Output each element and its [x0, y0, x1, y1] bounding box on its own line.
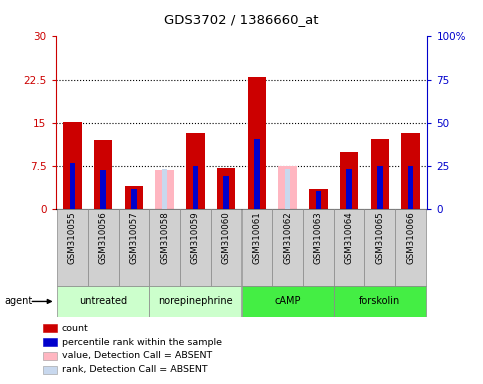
Text: GSM310064: GSM310064	[344, 212, 354, 264]
Bar	[272, 209, 303, 286]
Bar	[63, 122, 82, 209]
Text: GSM310066: GSM310066	[406, 212, 415, 264]
Text: GSM310057: GSM310057	[129, 212, 139, 264]
Bar	[125, 186, 143, 209]
Bar	[395, 209, 426, 286]
Bar	[303, 209, 334, 286]
Bar	[370, 139, 389, 209]
Text: GSM310065: GSM310065	[375, 212, 384, 264]
Text: GDS3702 / 1386660_at: GDS3702 / 1386660_at	[164, 13, 319, 26]
Bar	[242, 286, 334, 317]
Bar	[401, 133, 420, 209]
Text: value, Detection Call = ABSENT: value, Detection Call = ABSENT	[62, 351, 212, 361]
Bar	[242, 209, 272, 286]
Bar	[162, 169, 168, 209]
Bar	[118, 209, 149, 286]
Bar	[156, 170, 174, 209]
Bar	[94, 140, 113, 209]
Text: count: count	[62, 324, 88, 333]
Bar	[309, 189, 327, 209]
Bar	[88, 209, 118, 286]
Text: rank, Detection Call = ABSENT: rank, Detection Call = ABSENT	[62, 365, 208, 374]
Bar	[278, 166, 297, 209]
Bar	[334, 209, 365, 286]
Text: cAMP: cAMP	[274, 296, 301, 306]
Text: forskolin: forskolin	[359, 296, 400, 306]
Bar	[57, 209, 88, 286]
Bar	[365, 209, 395, 286]
Bar	[180, 209, 211, 286]
Bar	[346, 169, 352, 209]
Text: GSM310059: GSM310059	[191, 212, 200, 264]
Text: GSM310062: GSM310062	[283, 212, 292, 264]
Text: percentile rank within the sample: percentile rank within the sample	[62, 338, 222, 347]
Bar	[70, 163, 75, 209]
Text: untreated: untreated	[79, 296, 127, 306]
Bar	[211, 209, 242, 286]
Bar	[408, 166, 413, 209]
Text: GSM310055: GSM310055	[68, 212, 77, 264]
Bar	[57, 286, 149, 317]
Text: GSM310058: GSM310058	[160, 212, 169, 264]
Bar	[315, 191, 321, 209]
Bar	[193, 166, 198, 209]
Text: GSM310060: GSM310060	[222, 212, 230, 264]
Text: GSM310056: GSM310056	[99, 212, 108, 264]
Bar	[149, 286, 242, 317]
Bar	[254, 139, 260, 209]
Text: GSM310061: GSM310061	[253, 212, 261, 264]
Bar	[131, 189, 137, 209]
Bar	[217, 169, 235, 209]
Bar	[100, 170, 106, 209]
Bar	[248, 77, 266, 209]
Text: norepinephrine: norepinephrine	[158, 296, 233, 306]
Bar	[377, 166, 383, 209]
Bar	[285, 169, 290, 209]
Bar	[186, 133, 205, 209]
Bar	[340, 152, 358, 209]
Bar	[149, 209, 180, 286]
Bar	[223, 176, 229, 209]
Text: agent: agent	[5, 296, 33, 306]
Bar	[334, 286, 426, 317]
Text: GSM310063: GSM310063	[314, 212, 323, 264]
